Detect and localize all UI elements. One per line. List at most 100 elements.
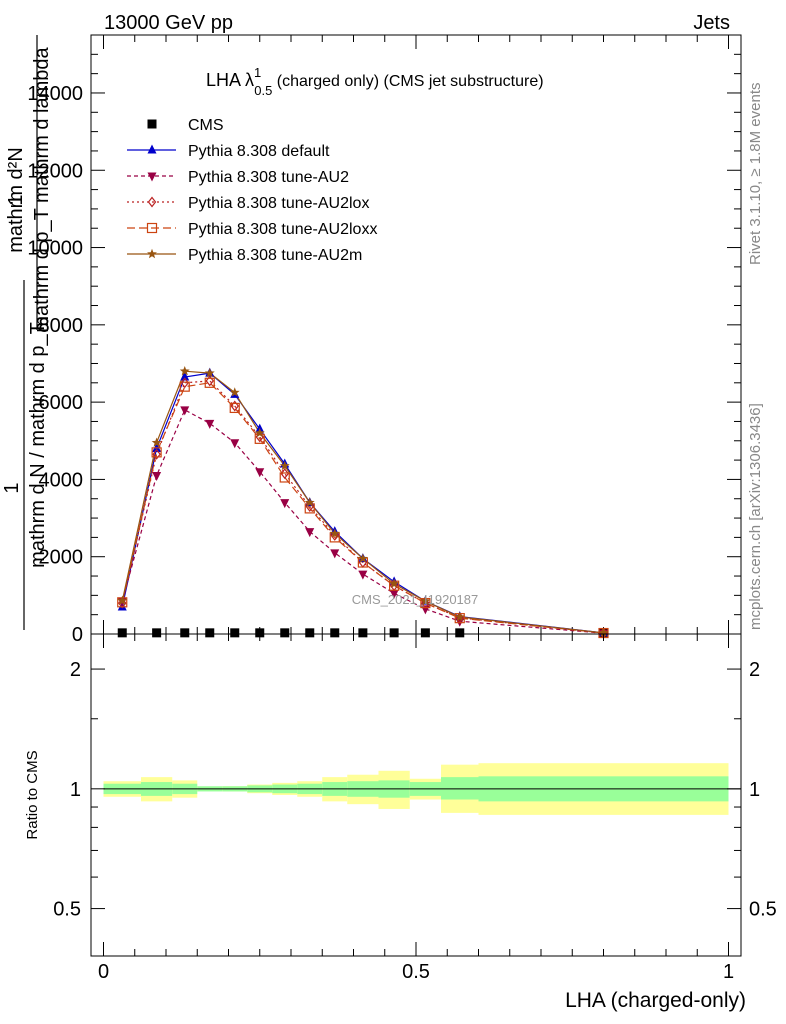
series-2-point — [358, 570, 368, 580]
series-2-point — [280, 499, 290, 509]
series-2-point — [205, 419, 215, 429]
ratio-y-tick-label-right: 1 — [749, 779, 760, 801]
series-2-point — [152, 472, 162, 482]
series-0-point — [455, 628, 465, 638]
series-2-line — [121, 409, 604, 634]
series-0-point — [230, 628, 240, 638]
ratio-y-tick-label-right: 2 — [749, 659, 760, 681]
series-0-point — [389, 628, 399, 638]
legend-marker — [147, 119, 157, 129]
legend-marker — [147, 144, 157, 154]
series-3-point — [205, 375, 215, 387]
analysis-watermark: CMS_2021_I1920187 — [352, 592, 479, 607]
series-5-point — [117, 595, 128, 605]
series-4-point — [229, 402, 240, 414]
main-y-tick-labels: 0 2000 4000 6000 8000 10000 12000 14000 — [27, 83, 83, 646]
series-2-point — [389, 589, 399, 599]
legend-entry: Pythia 8.308 tune-AU2lox — [188, 195, 369, 212]
series-5-point — [279, 460, 290, 471]
series-0-point — [255, 628, 265, 638]
legend-entry: Pythia 8.308 tune-AU2 — [188, 169, 349, 186]
legend: CMS Pythia 8.308 default Pythia 8.308 tune… — [127, 117, 377, 264]
legend-entry: CMS — [188, 117, 224, 134]
series-5-point — [389, 578, 400, 588]
series-5-point — [229, 387, 240, 397]
y-tick-label: 0 — [72, 624, 83, 646]
x-tick-labels: 0 0.5 1 — [98, 961, 734, 983]
series-2-point — [255, 468, 265, 478]
ratio-y-tick-label-right: 0.5 — [749, 899, 777, 921]
y-tick-label: 10000 — [27, 238, 83, 260]
ratio-y-tick-label: 0.5 — [53, 899, 81, 921]
rivet-label: Rivet 3.1.10, ≥ 1.8M events — [747, 83, 764, 266]
x-tick-label: 0 — [98, 961, 109, 983]
series-0-point — [358, 628, 368, 638]
series-4-point — [279, 472, 290, 483]
ratio-y-tick-label: 2 — [70, 659, 81, 681]
series-2-point — [230, 439, 240, 449]
series-5-point — [204, 367, 215, 378]
ylabel-prefix-numerator: 1 — [5, 194, 27, 205]
series-5-point — [151, 437, 162, 447]
main-axis-ticks — [91, 35, 741, 635]
series-5-point — [329, 528, 340, 538]
ratio-y-tick-label: 1 — [70, 779, 81, 801]
legend-marker — [147, 196, 157, 208]
x-axis-label: LHA (charged-only) — [565, 989, 746, 1012]
series-3-point — [152, 448, 161, 460]
series-0-point — [152, 628, 162, 638]
ylabel-prefix-den: mathrm d N / mathrm d p_T — [27, 322, 49, 568]
main-y-axis-label: 1 mathrm d²N — [5, 194, 27, 205]
legend-entry: Pythia 8.308 tune-AU2m — [188, 247, 362, 264]
y-tick-label: 4000 — [39, 469, 84, 491]
y-tick-label: 14000 — [27, 83, 83, 105]
series-5-point — [598, 627, 609, 638]
legend-marker — [147, 172, 157, 182]
ylabel-den: mathrm d p_T mathrm d lambda — [31, 46, 53, 332]
series-5-line — [121, 370, 604, 634]
series-0-point — [117, 628, 127, 638]
main-series-markers — [117, 366, 609, 639]
series-2-point — [180, 406, 190, 416]
legend-entry: Pythia 8.308 default — [188, 143, 330, 160]
series-1-point — [180, 371, 190, 381]
series-0-point — [305, 628, 315, 638]
x-tick-label: 0.5 — [402, 961, 430, 983]
ratio-axis-ticks — [91, 634, 741, 956]
series-5-point — [357, 553, 368, 563]
series-4-point — [151, 447, 162, 458]
series-5-point — [179, 366, 190, 376]
series-3-point — [230, 400, 240, 412]
ratio-y-tick-labels: 0.5 0.5 1 1 2 2 — [53, 659, 777, 921]
y-tick-label: 8000 — [39, 315, 84, 337]
y-tick-label: 12000 — [27, 160, 83, 182]
header-right: Jets — [693, 12, 730, 34]
ylabel-prefix-num: 1 — [1, 482, 23, 493]
series-2-point — [330, 549, 340, 559]
series-0-point — [420, 628, 430, 638]
series-0-point — [205, 628, 215, 638]
series-4-point — [179, 381, 190, 392]
ratio-y-axis-label: Ratio to CMS — [24, 750, 41, 839]
series-3-point — [117, 597, 127, 609]
series-5-point — [304, 497, 315, 507]
legend-marker — [147, 248, 157, 259]
ylabel-num: mathrm d²N — [5, 147, 27, 253]
header-left: 13000 GeV pp — [104, 12, 233, 34]
series-0-point — [330, 628, 340, 638]
series-0-point — [280, 628, 290, 638]
y-tick-label: 6000 — [39, 392, 84, 414]
series-5-point — [254, 427, 265, 438]
series-3-point — [180, 377, 190, 389]
series-5-point — [420, 595, 431, 606]
y-tick-label: 2000 — [39, 547, 84, 569]
series-0-point — [180, 628, 190, 638]
mcplots-label: mcplots.cern.ch [arXiv:1306.3436] — [747, 403, 764, 630]
series-5-point — [454, 611, 465, 622]
legend-marker — [146, 222, 158, 234]
series-2-point — [305, 528, 315, 538]
legend-entry: Pythia 8.308 tune-AU2loxx — [188, 221, 377, 238]
x-tick-label: 1 — [723, 961, 734, 983]
series-4-point — [204, 377, 215, 388]
